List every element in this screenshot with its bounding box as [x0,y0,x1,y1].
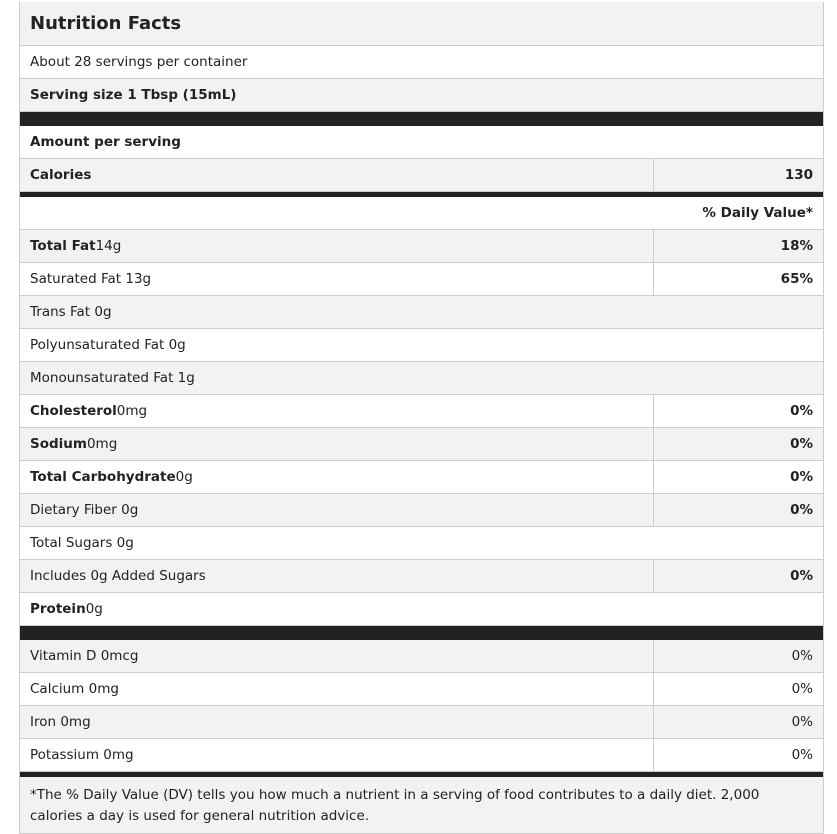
nutrient-row: Trans Fat 0g [20,296,823,329]
amount-per-serving: Amount per serving [30,134,181,150]
nutrient-row: Sodium 0mg 0% [20,428,823,461]
servings-row: About 28 servings per container [20,46,823,79]
nutrient-row: Monounsaturated Fat 1g [20,362,823,395]
nutrient-name: Cholesterol 0mg [20,395,653,427]
divider-bar [20,112,823,126]
nutrient-row: Vitamin D 0mcg 0% [20,640,823,673]
title-row: Nutrition Facts [20,2,823,46]
daily-value: 0% [653,494,823,526]
divider-line [20,192,823,197]
nutrient-label: Total Carbohydrate [30,469,176,485]
nutrient-name: Total Fat 14g [20,230,653,262]
nutrient-text: Potassium 0mg [30,747,134,763]
nutrient-name: Monounsaturated Fat 1g [20,362,823,394]
nutrient-text: Saturated Fat 13g [30,271,152,287]
nutrient-text: Includes 0g Added Sugars [30,568,206,584]
daily-value: 0% [653,560,823,592]
daily-value: 0% [653,428,823,460]
daily-value: 0% [653,395,823,427]
nutrient-name: Sodium 0mg [20,428,653,460]
nutrient-label: Protein [30,601,86,617]
nutrient-name: Saturated Fat 13g [20,263,653,295]
nutrient-name: Includes 0g Added Sugars [20,560,653,592]
serving-size: Serving size 1 Tbsp (15mL) [30,87,237,103]
nutrient-text: Vitamin D 0mcg [30,648,139,664]
nutrient-row: Total Carbohydrate 0g 0% [20,461,823,494]
nutrient-row: Saturated Fat 13g 65% [20,263,823,296]
nutrient-text: Polyunsaturated Fat 0g [30,337,186,353]
footnote: *The % Daily Value (DV) tells you how mu… [20,777,823,834]
nutrient-row: Includes 0g Added Sugars 0% [20,560,823,593]
nutrient-label: Total Fat [30,238,96,254]
nutrient-row: Dietary Fiber 0g 0% [20,494,823,527]
calories-value: 130 [653,159,823,191]
nutrient-name: Trans Fat 0g [20,296,823,328]
nutrient-row: Total Sugars 0g [20,527,823,560]
divider-bar [20,626,823,640]
nutrient-row: Total Fat 14g 18% [20,230,823,263]
dv-header: % Daily Value* [702,205,813,221]
daily-value: 65% [653,263,823,295]
nutrient-text: Iron 0mg [30,714,91,730]
nutrient-text: Dietary Fiber 0g [30,502,139,518]
nutrient-text: Trans Fat 0g [30,304,112,320]
servings: About 28 servings per container [30,54,248,70]
nutrient-amount: 0g [85,601,103,617]
nutrient-row: Polyunsaturated Fat 0g [20,329,823,362]
daily-value: 0% [653,673,823,705]
vitamins: Vitamin D 0mcg 0% Calcium 0mg 0% Iron 0mg 0% P… [20,640,823,772]
daily-value: 0% [653,640,823,672]
nutrient-name: Total Carbohydrate 0g [20,461,653,493]
calories-label: Calories [30,167,92,183]
nutrition-table: Nutrition Facts About 28 servings per co… [19,2,824,834]
dv-header-row: % Daily Value* [20,197,823,230]
serving-size-row: Serving size 1 Tbsp (15mL) [20,79,823,112]
nutrient-name: Iron 0mg [20,706,653,738]
nutrient-amount: 0mg [86,436,118,452]
nutrient-text: Monounsaturated Fat 1g [30,370,195,386]
nutrient-label: Sodium [30,436,87,452]
nutrient-amount: 0mg [116,403,148,419]
nutrient-name: Potassium 0mg [20,739,653,771]
nutrient-name: Vitamin D 0mcg [20,640,653,672]
calories-row: Calories 130 [20,159,823,192]
title: Nutrition Facts [30,13,182,34]
divider-line [20,772,823,777]
nutrient-amount: 14g [95,238,122,254]
nutrient-row: Calcium 0mg 0% [20,673,823,706]
nutrient-row: Potassium 0mg 0% [20,739,823,772]
nutrients: Total Fat 14g 18% Saturated Fat 13g 65% Tran… [20,230,823,626]
daily-value: 18% [653,230,823,262]
nutrient-text: Total Sugars 0g [30,535,134,551]
nutrient-row: Protein 0g [20,593,823,626]
nutrient-name: Polyunsaturated Fat 0g [20,329,823,361]
nutrient-name: Calcium 0mg [20,673,653,705]
nutrient-row: Cholesterol 0mg 0% [20,395,823,428]
nutrient-name: Dietary Fiber 0g [20,494,653,526]
daily-value: 0% [653,739,823,771]
nutrient-name: Total Sugars 0g [20,527,823,559]
nutrient-row: Iron 0mg 0% [20,706,823,739]
amount-row: Amount per serving [20,126,823,159]
nutrient-label: Cholesterol [30,403,117,419]
daily-value: 0% [653,706,823,738]
daily-value: 0% [653,461,823,493]
nutrient-text: Calcium 0mg [30,681,119,697]
nutrient-amount: 0g [175,469,193,485]
nutrient-name: Protein 0g [20,593,823,625]
